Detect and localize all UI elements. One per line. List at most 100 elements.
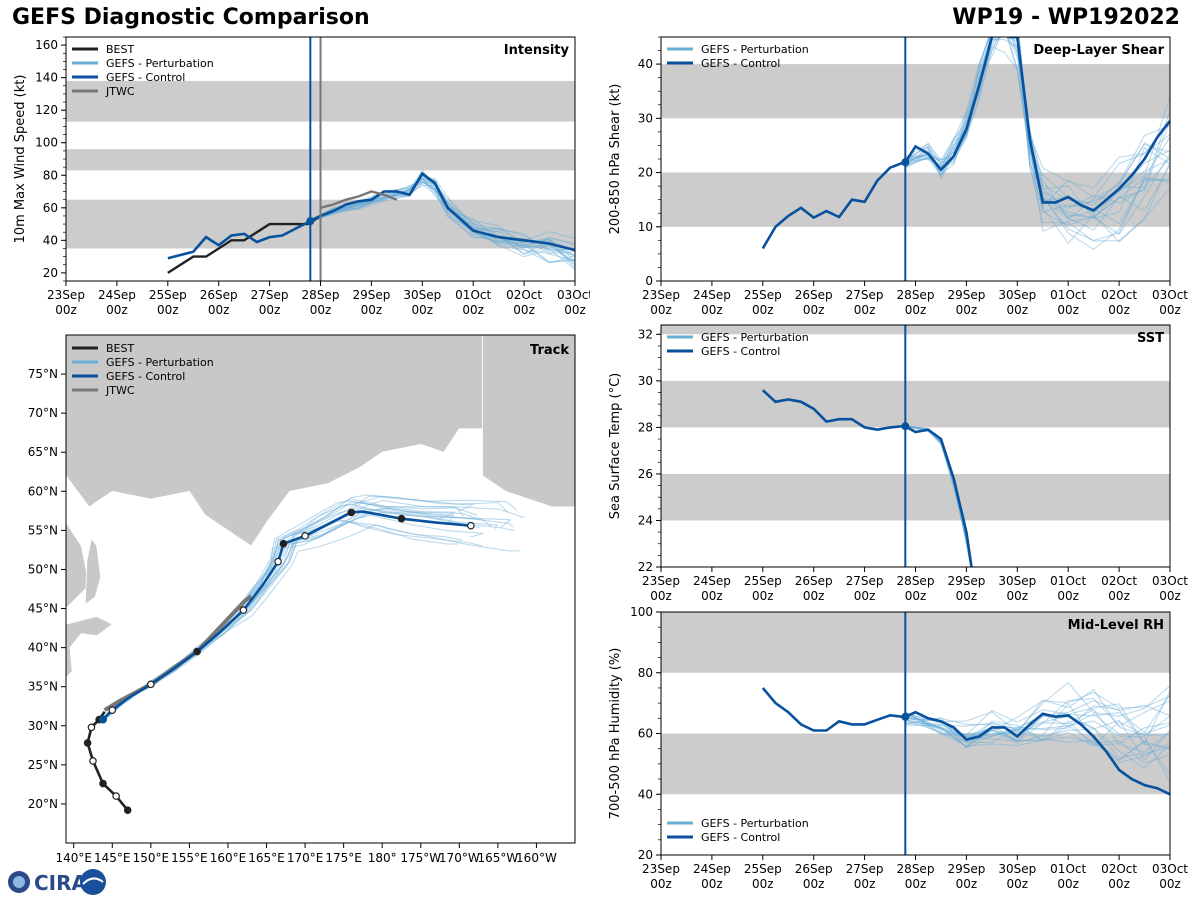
sst-xtick-label: 03Oct: [1152, 574, 1188, 588]
intensity-xtick-hour: 00z: [361, 303, 383, 317]
track-ytick-label: 20°N: [28, 797, 58, 811]
shear-plot-area: [661, 37, 1170, 250]
rh-xtick-hour: 00z: [854, 877, 876, 891]
intensity-ytick-label: 40: [43, 233, 58, 247]
sst-xtick-label: 26Sep: [795, 574, 833, 588]
track-legend-label: GEFS - Perturbation: [106, 356, 214, 369]
track-perturbation-line: [104, 498, 464, 719]
shear-xtick-hour: 00z: [1007, 303, 1029, 317]
sst-xtick-hour: 00z: [752, 589, 774, 603]
shear-xtick-hour: 00z: [1159, 303, 1181, 317]
track-ytick-label: 25°N: [28, 758, 58, 772]
track-perturbation-line: [101, 495, 518, 720]
intensity-legend-label: JTWC: [105, 85, 135, 98]
track-ytick-label: 40°N: [28, 641, 58, 655]
sst-title: SST: [1137, 331, 1164, 346]
rh-perturbation-line: [905, 720, 1170, 764]
sst-threshold-band: [661, 325, 1170, 335]
intensity-xtick-hour: 00z: [564, 303, 586, 317]
intensity-perturbation-line: [310, 175, 575, 256]
intensity-xtick-label: 03Oct: [557, 288, 590, 302]
intensity-xtick-label: 29Sep: [352, 288, 390, 302]
rh-ytick-label: 80: [638, 666, 653, 680]
track-ytick-label: 30°N: [28, 719, 58, 733]
rh-perturbation-line: [905, 705, 1170, 749]
track-control-point: [279, 539, 288, 548]
sst-ytick-label: 30: [638, 374, 653, 388]
sst-threshold-band: [661, 473, 1170, 521]
intensity-xtick-hour: 00z: [106, 303, 128, 317]
intensity-xtick-label: 26Sep: [200, 288, 238, 302]
intensity-perturbation-line: [310, 175, 575, 245]
intensity-ytick-label: 60: [43, 201, 58, 215]
shear-xtick-hour: 00z: [752, 303, 774, 317]
intensity-perturbation-line: [310, 178, 575, 253]
sst-xtick-label: 02Oct: [1101, 574, 1137, 588]
track-plot-area: [66, 335, 575, 814]
shear-legend-label: GEFS - Perturbation: [701, 43, 809, 56]
track-perturbation-line: [104, 509, 498, 720]
intensity-perturbation-line: [310, 178, 575, 257]
rh-legend-label: GEFS - Perturbation: [701, 817, 809, 830]
track-xtick-label: 160°E: [210, 851, 247, 865]
sst-xtick-hour: 00z: [803, 589, 825, 603]
track-best-point: [89, 757, 97, 765]
track-xtick-label: 145°E: [94, 851, 131, 865]
track-legend-label: JTWC: [105, 384, 135, 397]
sst-xtick-label: 25Sep: [744, 574, 782, 588]
track-control-point: [239, 606, 248, 614]
track-ytick-label: 60°N: [28, 484, 58, 498]
sst-legend-label: GEFS - Perturbation: [701, 331, 809, 344]
track-ytick-label: 65°N: [28, 445, 58, 459]
sst-frame: [660, 324, 1171, 568]
shear-perturbation-line: [904, 37, 1170, 208]
rh-threshold-band: [661, 612, 1170, 673]
shear-xtick-label: 27Sep: [846, 288, 884, 302]
shear-perturbation-line: [905, 37, 1170, 231]
shear-chart: 01020304023Sep00z24Sep00z25Sep00z26Sep00…: [608, 36, 1188, 317]
shear-init-marker: [901, 158, 910, 167]
sst-ylabel: Sea Surface Temp (°C): [608, 373, 623, 520]
intensity-ytick-label: 20: [43, 266, 58, 280]
intensity-perturbation-line: [310, 177, 575, 269]
intensity-perturbation-line: [310, 183, 575, 263]
shear-threshold-band: [661, 64, 1170, 119]
rh-xtick-label: 27Sep: [846, 862, 884, 876]
sst-series-gefs-control: [761, 389, 973, 567]
intensity-xtick-hour: 00z: [208, 303, 230, 317]
storm-id: WP19 - WP192022: [952, 5, 1180, 30]
rh-perturbation-line: [905, 681, 1170, 733]
intensity-xtick-label: 30Sep: [403, 288, 441, 302]
intensity-legend-label: GEFS - Perturbation: [106, 57, 214, 70]
rh-init-marker: [901, 712, 910, 721]
track-control-point: [397, 514, 406, 523]
intensity-xtick-label: 27Sep: [251, 288, 289, 302]
track-xtick-label: 140°E: [55, 851, 92, 865]
track-perturbation-line: [102, 501, 456, 721]
rh-xtick-hour: 00z: [1159, 877, 1181, 891]
track-best-point: [83, 739, 92, 747]
shear-perturbation-line: [905, 37, 1170, 219]
rh-xtick-hour: 00z: [803, 877, 825, 891]
shear-xtick-hour: 00z: [956, 303, 978, 317]
shear-perturbation-line: [905, 37, 1170, 242]
intensity-xtick-label: 01Oct: [455, 288, 491, 302]
sst-xtick-label: 24Sep: [693, 574, 731, 588]
shear-xtick-hour: 00z: [854, 303, 876, 317]
shear-title: Deep-Layer Shear: [1033, 43, 1164, 58]
track-control-point: [347, 508, 356, 517]
shear-legend-label: GEFS - Control: [701, 57, 780, 70]
rh-xtick-hour: 00z: [752, 877, 774, 891]
sst-xtick-hour: 00z: [650, 589, 672, 603]
rh-xtick-label: 26Sep: [795, 862, 833, 876]
shear-xtick-hour: 00z: [1108, 303, 1130, 317]
intensity-ytick-label: 80: [43, 168, 58, 182]
track-title: Track: [530, 343, 569, 358]
rh-perturbation-line: [905, 702, 1170, 762]
track-control-point: [147, 680, 155, 689]
rh-ytick-label: 20: [638, 848, 653, 862]
page-title: GEFS Diagnostic Comparison: [12, 5, 370, 30]
sst-xtick-hour: 00z: [905, 589, 927, 603]
sst-init-marker: [901, 422, 910, 431]
track-control-point: [193, 647, 201, 656]
